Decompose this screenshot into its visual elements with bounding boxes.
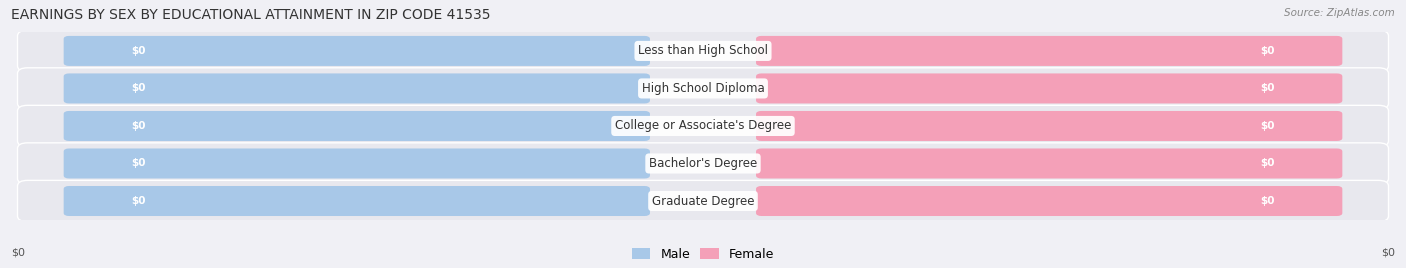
- Text: $0: $0: [131, 46, 145, 56]
- FancyBboxPatch shape: [756, 36, 1343, 66]
- Text: $0: $0: [1261, 46, 1275, 56]
- FancyBboxPatch shape: [63, 186, 650, 216]
- Text: $0: $0: [1261, 158, 1275, 169]
- Text: High School Diploma: High School Diploma: [641, 82, 765, 95]
- FancyBboxPatch shape: [63, 36, 650, 66]
- Text: College or Associate's Degree: College or Associate's Degree: [614, 120, 792, 132]
- Text: Less than High School: Less than High School: [638, 44, 768, 57]
- Text: $0: $0: [131, 196, 145, 206]
- Text: EARNINGS BY SEX BY EDUCATIONAL ATTAINMENT IN ZIP CODE 41535: EARNINGS BY SEX BY EDUCATIONAL ATTAINMEN…: [11, 8, 491, 22]
- FancyBboxPatch shape: [63, 73, 650, 103]
- Legend: Male, Female: Male, Female: [627, 243, 779, 266]
- FancyBboxPatch shape: [756, 148, 1343, 178]
- FancyBboxPatch shape: [63, 111, 650, 141]
- Text: $0: $0: [1261, 83, 1275, 94]
- Text: $0: $0: [131, 158, 145, 169]
- Text: $0: $0: [131, 83, 145, 94]
- FancyBboxPatch shape: [756, 73, 1343, 103]
- FancyBboxPatch shape: [17, 105, 1389, 147]
- FancyBboxPatch shape: [17, 68, 1389, 109]
- FancyBboxPatch shape: [756, 186, 1343, 216]
- FancyBboxPatch shape: [17, 30, 1389, 72]
- Text: Graduate Degree: Graduate Degree: [652, 195, 754, 207]
- FancyBboxPatch shape: [17, 143, 1389, 184]
- Text: Source: ZipAtlas.com: Source: ZipAtlas.com: [1284, 8, 1395, 18]
- Text: $0: $0: [1381, 247, 1395, 257]
- Text: $0: $0: [131, 121, 145, 131]
- Text: Bachelor's Degree: Bachelor's Degree: [650, 157, 756, 170]
- Text: $0: $0: [11, 247, 25, 257]
- Text: $0: $0: [1261, 121, 1275, 131]
- FancyBboxPatch shape: [756, 111, 1343, 141]
- FancyBboxPatch shape: [17, 180, 1389, 222]
- FancyBboxPatch shape: [63, 148, 650, 178]
- Text: $0: $0: [1261, 196, 1275, 206]
